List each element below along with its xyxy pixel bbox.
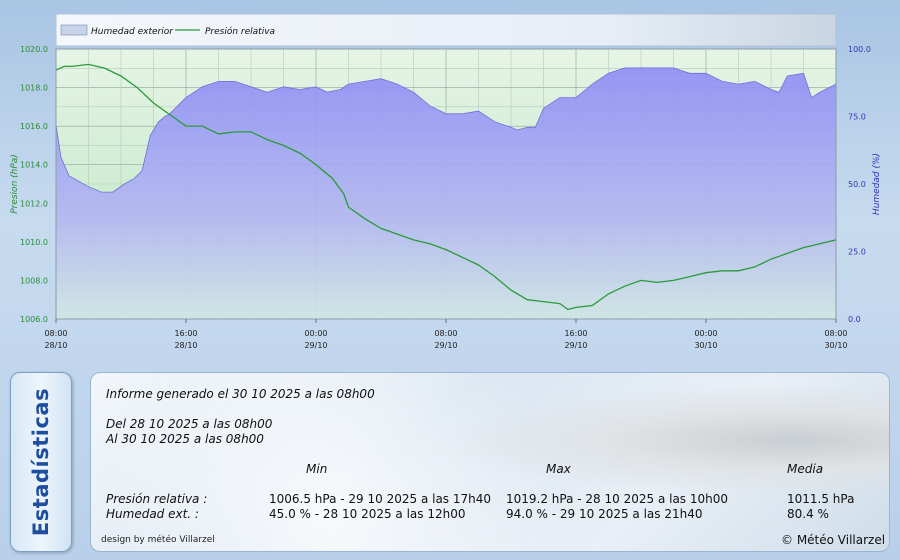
- stats-tab-label: Estadísticas: [29, 387, 53, 537]
- row-pressure-max: 1019.2 hPa - 28 10 2025 a las 10h00: [506, 492, 729, 506]
- period-to: Al 30 10 2025 a las 08h00: [106, 432, 264, 446]
- left-tick-label: 1016.0: [20, 122, 48, 131]
- x-tick-date: 28/10: [44, 341, 67, 350]
- left-tick-label: 1018.0: [20, 84, 48, 93]
- row-pressure-avg: 1011.5 hPa: [787, 492, 855, 506]
- stats-tab[interactable]: Estadísticas: [10, 372, 72, 552]
- left-tick-label: 1014.0: [20, 161, 48, 170]
- copyright: © Météo Villarzel: [781, 533, 886, 547]
- right-tick-label: 50.0: [848, 180, 866, 189]
- pressure-line: [55, 63, 837, 311]
- x-tick-date: 29/10: [304, 341, 327, 350]
- legend-label-pressure: Presión relativa: [205, 26, 275, 37]
- row-pressure-min: 1006.5 hPa - 29 10 2025 a las 17h40: [269, 492, 492, 506]
- left-tick-label: 1006.0: [20, 315, 48, 324]
- right-tick-label: 0.0: [848, 315, 861, 324]
- x-tick-date: 29/10: [434, 341, 457, 350]
- row-humidity-avg: 80.4 %: [787, 507, 829, 521]
- col-avg-header: Media: [787, 462, 824, 476]
- right-tick-label: 75.0: [848, 113, 866, 122]
- left-tick-label: 1008.0: [20, 276, 48, 285]
- right-tick-label: 25.0: [848, 248, 866, 257]
- x-tick-time: 08:00: [824, 329, 847, 338]
- legend-label-humidity: Humedad exterior: [91, 27, 174, 37]
- x-tick-time: 08:00: [434, 329, 457, 338]
- left-tick-label: 1010.0: [20, 238, 48, 247]
- row-humidity-min: 45.0 % - 28 10 2025 a las 12h00: [269, 507, 466, 521]
- report-generated: Informe generado el 30 10 2025 a las 08h…: [106, 387, 375, 401]
- x-axis-ticks: 08:00 28/10 16:00 28/10 00:00 29/10 08:00 29/10…: [44, 319, 848, 350]
- x-tick-time: 00:00: [304, 329, 327, 338]
- x-tick-time: 00:00: [694, 329, 717, 338]
- col-min-header: Min: [306, 462, 328, 476]
- right-tick-label: 100.0: [848, 45, 871, 54]
- x-tick-date: 29/10: [564, 341, 587, 350]
- left-axis-label: Presion (hPa): [10, 154, 20, 214]
- x-tick-time: 16:00: [564, 329, 587, 338]
- row-humidity-max: 94.0 % - 29 10 2025 a las 21h40: [506, 507, 703, 521]
- col-max-header: Max: [546, 462, 571, 476]
- row-humidity-label: Humedad ext. :: [106, 507, 199, 521]
- x-tick-date: 28/10: [174, 341, 197, 350]
- weather-chart: 1006.0 1008.0 1010.0 1012.0 1014.0 1016.0 1018…: [10, 13, 882, 350]
- x-tick-date: 30/10: [824, 341, 847, 350]
- x-tick-time: 16:00: [174, 329, 197, 338]
- period-from: Del 28 10 2025 a las 08h00: [106, 417, 273, 431]
- humidity-area: [55, 67, 837, 320]
- x-tick-date: 30/10: [694, 341, 717, 350]
- right-axis-ticks: 0.0 25.0 50.0 75.0 100.0: [848, 45, 871, 324]
- legend-swatch-humidity: [60, 24, 88, 36]
- legend-box: [55, 13, 837, 47]
- stats-panel: Informe generado el 30 10 2025 a las 08h…: [90, 372, 890, 552]
- row-pressure-label: Presión relativa :: [106, 492, 208, 506]
- left-tick-label: 1012.0: [20, 199, 48, 208]
- left-axis-ticks: 1006.0 1008.0 1010.0 1012.0 1014.0 1016.0 1018…: [20, 45, 48, 324]
- left-tick-label: 1020.0: [20, 45, 48, 54]
- design-credit: design by météo Villarzel: [101, 535, 215, 545]
- x-tick-time: 08:00: [44, 329, 67, 338]
- legend: Humedad exterior Presión relativa: [60, 24, 275, 37]
- right-axis-label: Humedad (%): [872, 153, 882, 215]
